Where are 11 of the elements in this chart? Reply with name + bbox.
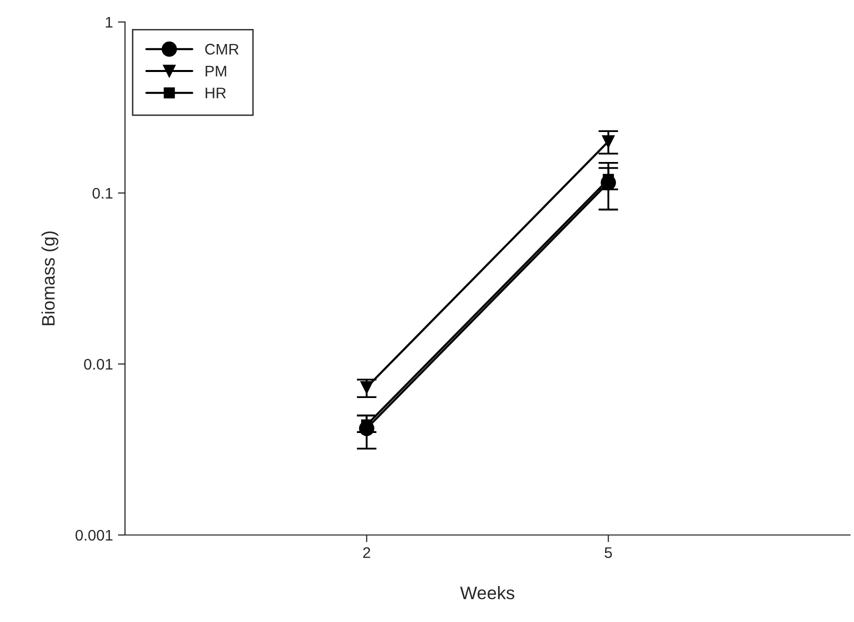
y-tick-label: 0.1 (92, 188, 112, 199)
x-tick-label: 2 (363, 547, 370, 558)
y-axis-title: Biomass (g) (41, 231, 58, 326)
y-tick-label: 0.001 (76, 530, 112, 541)
y-tick-label: 1 (106, 17, 112, 28)
legend-label: PM (206, 66, 226, 76)
x-axis-title: Weeks (460, 586, 514, 600)
legend-label: HR (206, 88, 226, 98)
y-tick-label: 0.01 (84, 358, 112, 370)
x-tick-label: 5 (604, 547, 612, 558)
legend-label: CMR (205, 44, 239, 55)
